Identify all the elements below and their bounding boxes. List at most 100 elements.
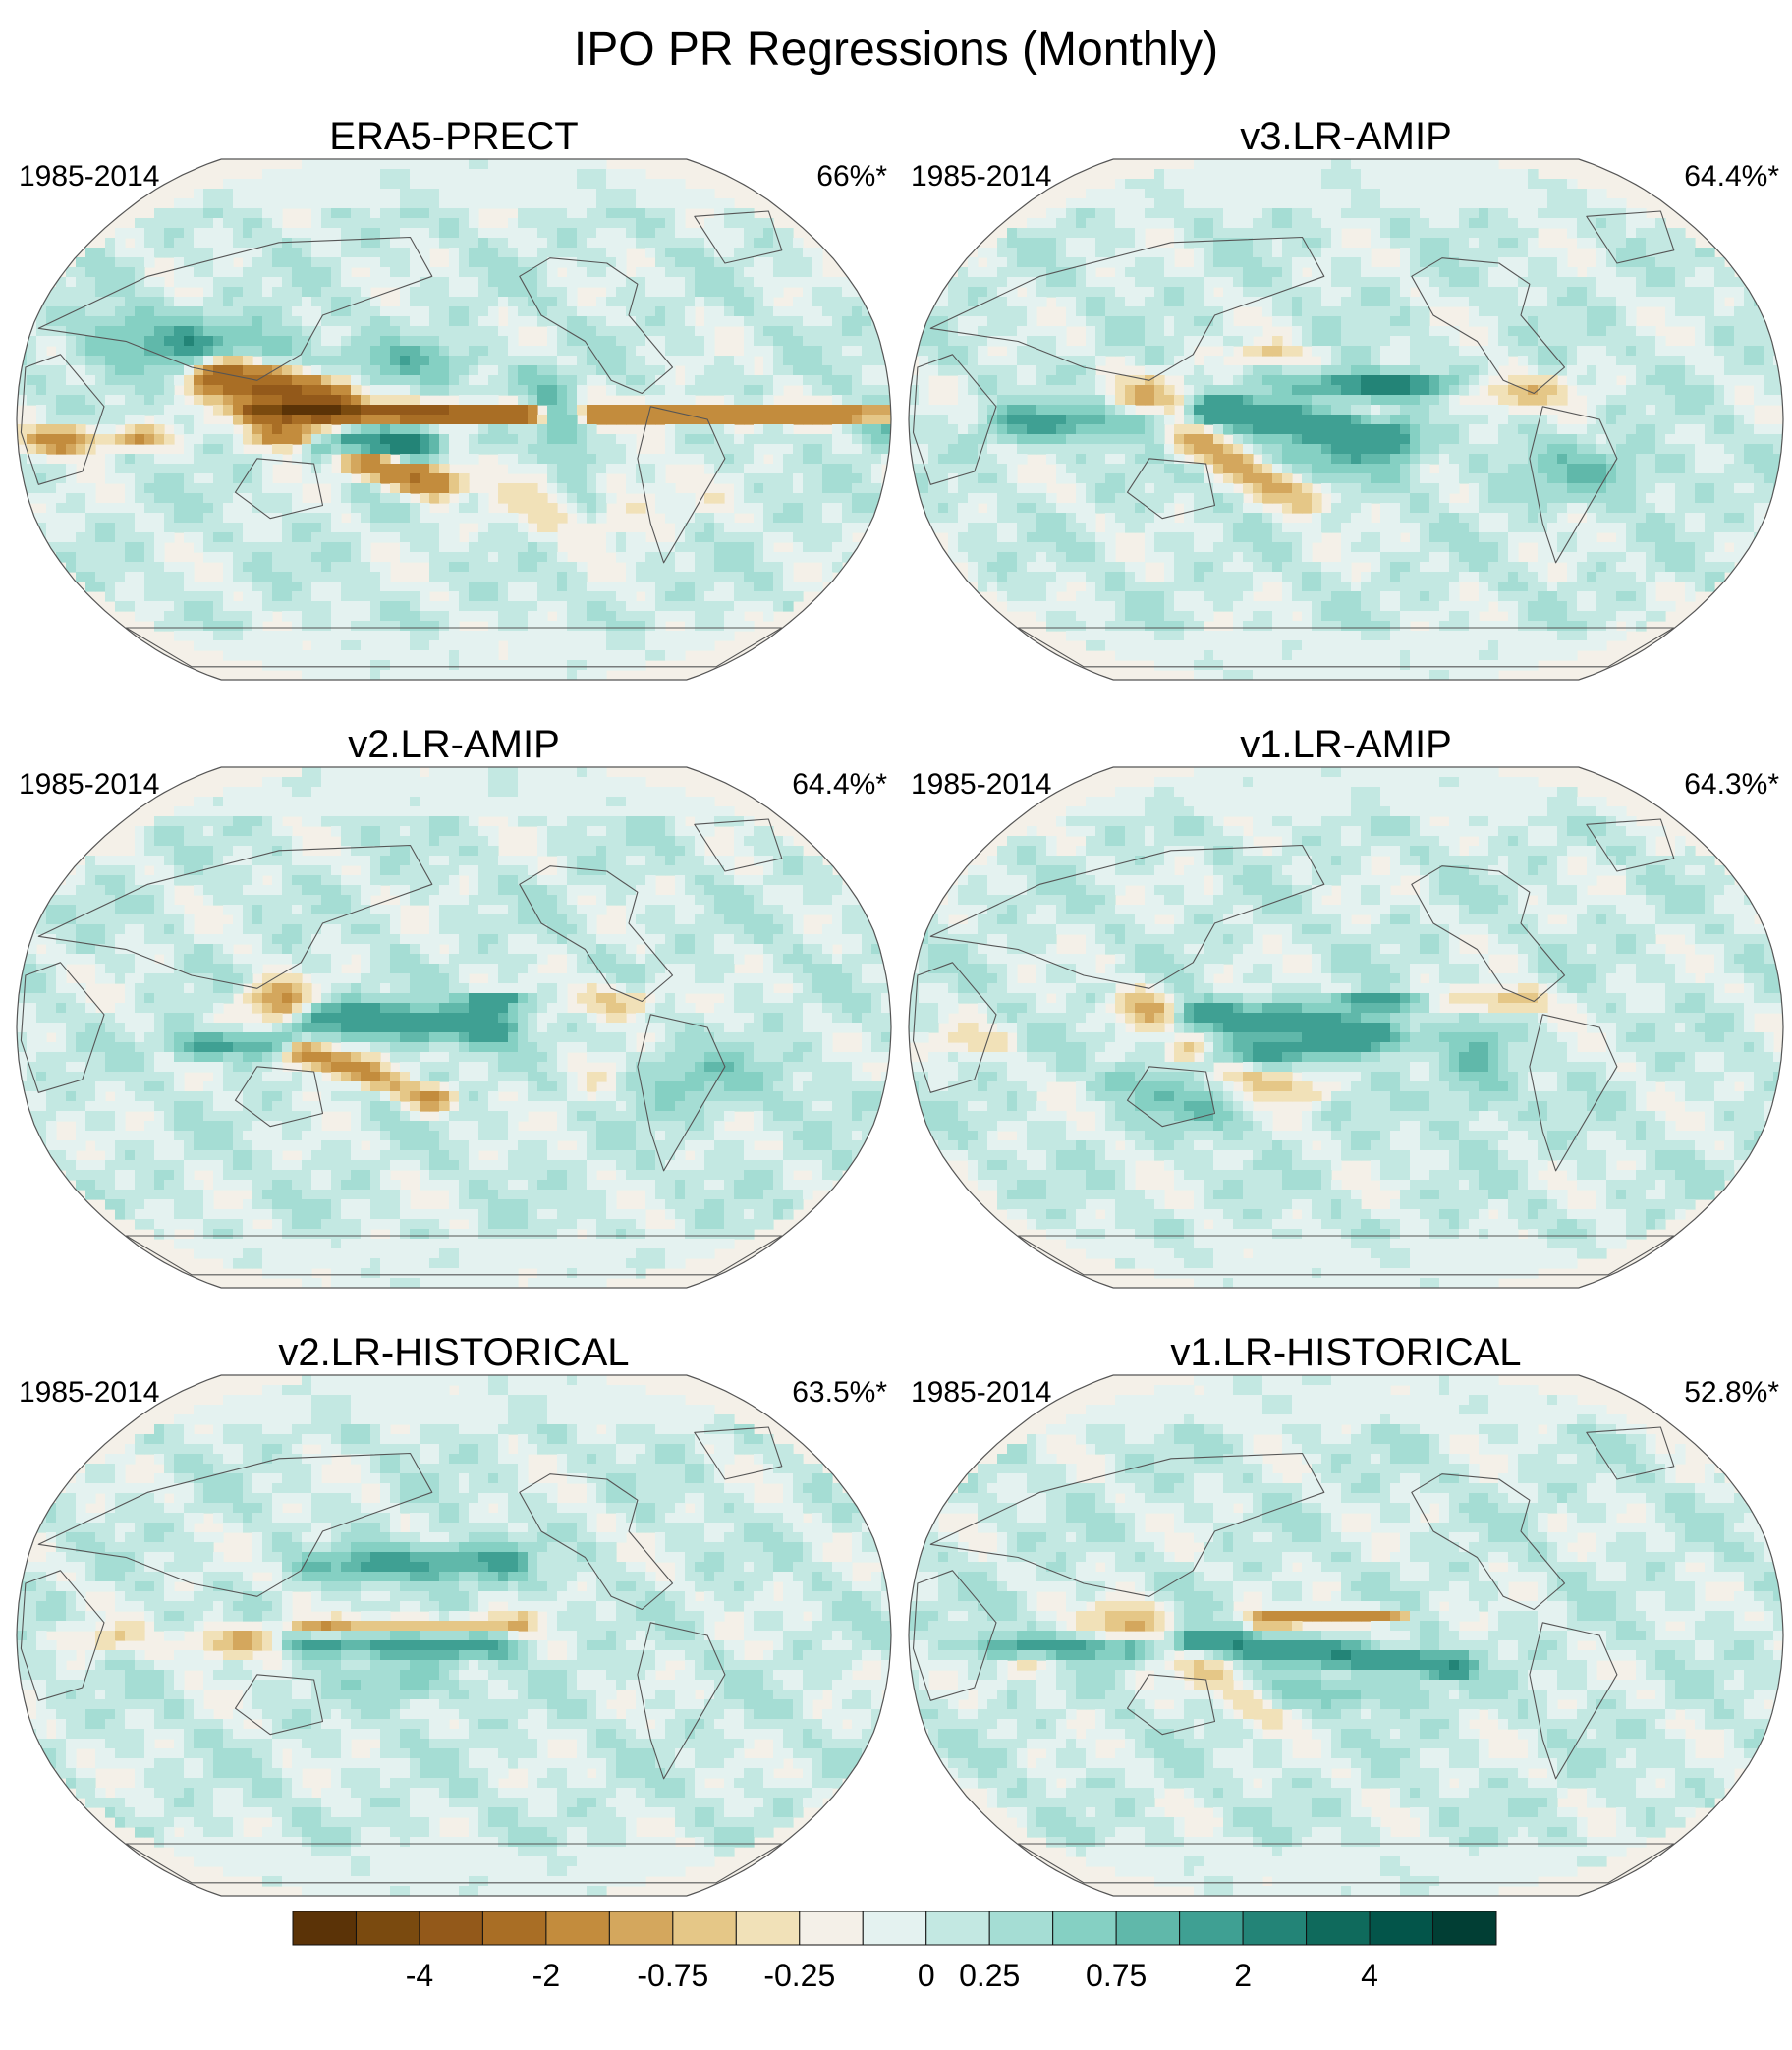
colorbar-swatch — [419, 1911, 483, 1946]
coastline — [1586, 818, 1675, 872]
panel-title: v1.LR-AMIP — [1240, 723, 1452, 766]
map-panel: v3.LR-AMIP 1985-2014 64.4%* — [908, 115, 1784, 681]
map-border — [16, 766, 892, 1289]
coastline — [519, 257, 674, 395]
panel-period: 1985-2014 — [911, 160, 1051, 193]
coastline — [20, 354, 105, 485]
colorbar-tick-label: 0 — [918, 1958, 935, 1993]
coastline — [1126, 1674, 1216, 1736]
colorbar-swatch — [1432, 1911, 1497, 1946]
figure-title: IPO PR Regressions (Monthly) — [574, 24, 1218, 76]
coastline — [637, 1622, 726, 1780]
coastline — [1529, 406, 1618, 564]
coastline — [1411, 865, 1566, 1003]
coastline — [125, 1843, 783, 1884]
coastline — [912, 1570, 997, 1701]
panel-title: v1.LR-HISTORICAL — [1170, 1331, 1521, 1374]
map-border — [908, 766, 1784, 1289]
panel-stat: 64.4%* — [1684, 160, 1779, 193]
panel-period: 1985-2014 — [911, 1376, 1051, 1409]
coastline — [37, 236, 433, 381]
coastline — [234, 458, 324, 520]
colorbar-swatch — [1052, 1911, 1117, 1946]
map-panel: ERA5-PRECT 1985-2014 66%* — [16, 115, 892, 681]
colorbar-swatch — [545, 1911, 610, 1946]
coastline — [1017, 627, 1675, 668]
colorbar: -4 -2 -0.75 -0.25 0 0.25 0.75 2 4 — [292, 1911, 1497, 1993]
map-field — [909, 1375, 1783, 1896]
map-border — [16, 158, 892, 681]
map-panels: ERA5-PRECT 1985-2014 66%* v3.LR-AMIP 1985-20… — [16, 115, 1784, 1897]
coastline — [1411, 1473, 1566, 1611]
colorbar-swatch — [608, 1911, 674, 1946]
map-field — [17, 767, 891, 1288]
colorbar-tick-label: 4 — [1361, 1958, 1378, 1993]
coastline — [637, 1014, 726, 1172]
colorbar-swatch — [1179, 1911, 1244, 1946]
colorbar-tick-label: -2 — [532, 1958, 560, 1993]
coastline — [637, 406, 726, 564]
colorbar-swatch — [1115, 1911, 1181, 1946]
map-field — [17, 159, 891, 680]
colorbar-swatch — [925, 1911, 990, 1946]
panel-title: ERA5-PRECT — [329, 115, 578, 158]
coastline — [929, 844, 1325, 989]
colorbar-swatch — [1369, 1911, 1434, 1946]
coastline — [912, 962, 997, 1093]
coastline — [694, 1426, 783, 1480]
coastline — [929, 236, 1325, 381]
coastline — [125, 1235, 783, 1276]
map-border — [16, 1374, 892, 1897]
coastline — [1529, 1014, 1618, 1172]
map-panel: v2.LR-AMIP 1985-2014 64.4%* — [16, 723, 892, 1289]
panel-title: v3.LR-AMIP — [1240, 115, 1452, 158]
colorbar-swatch — [355, 1911, 420, 1946]
colorbar-swatch — [1306, 1911, 1371, 1946]
panel-period: 1985-2014 — [19, 768, 159, 801]
colorbar-tick-label: 0.25 — [959, 1958, 1020, 1993]
coastline — [37, 1452, 433, 1597]
coastline — [234, 1066, 324, 1128]
map-border — [908, 158, 1784, 681]
coastline — [912, 354, 997, 485]
panel-stat: 66%* — [816, 160, 887, 193]
map-field — [909, 159, 1783, 680]
colorbar-tick-label: -0.75 — [637, 1958, 708, 1993]
coastline — [20, 962, 105, 1093]
map-field — [909, 767, 1783, 1288]
coastline — [519, 1473, 674, 1611]
panel-stat: 64.4%* — [792, 768, 887, 801]
panel-title: v2.LR-HISTORICAL — [278, 1331, 629, 1374]
colorbar-tick-label: 0.75 — [1086, 1958, 1147, 1993]
coastline — [1529, 1622, 1618, 1780]
coastline — [694, 210, 783, 264]
panel-stat: 64.3%* — [1684, 768, 1779, 801]
map-border — [908, 1374, 1784, 1897]
coastline — [1586, 1426, 1675, 1480]
map-panel: v1.LR-AMIP 1985-2014 64.3%* — [908, 723, 1784, 1289]
panel-period: 1985-2014 — [19, 160, 159, 193]
colorbar-swatch — [862, 1911, 927, 1946]
map-panel: v1.LR-HISTORICAL 1985-2014 52.8%* — [908, 1331, 1784, 1897]
coastline — [1411, 257, 1566, 395]
coastline — [1126, 458, 1216, 520]
colorbar-swatch — [988, 1911, 1054, 1946]
coastline — [694, 818, 783, 872]
colorbar-swatch — [799, 1911, 864, 1946]
coastline — [1017, 1235, 1675, 1276]
coastline — [929, 1452, 1325, 1597]
panel-period: 1985-2014 — [911, 768, 1051, 801]
coastline — [37, 844, 433, 989]
coastline — [20, 1570, 105, 1701]
colorbar-swatch — [481, 1911, 547, 1946]
colorbar-tick-label: -0.25 — [763, 1958, 835, 1993]
colorbar-tick-label: -4 — [406, 1958, 433, 1993]
map-panel: v2.LR-HISTORICAL 1985-2014 63.5%* — [16, 1331, 892, 1897]
panel-stat: 63.5%* — [792, 1376, 887, 1409]
coastline — [1126, 1066, 1216, 1128]
colorbar-swatch — [735, 1911, 801, 1946]
coastline — [1017, 1843, 1675, 1884]
colorbar-swatch — [292, 1911, 357, 1946]
colorbar-swatch — [672, 1911, 737, 1946]
